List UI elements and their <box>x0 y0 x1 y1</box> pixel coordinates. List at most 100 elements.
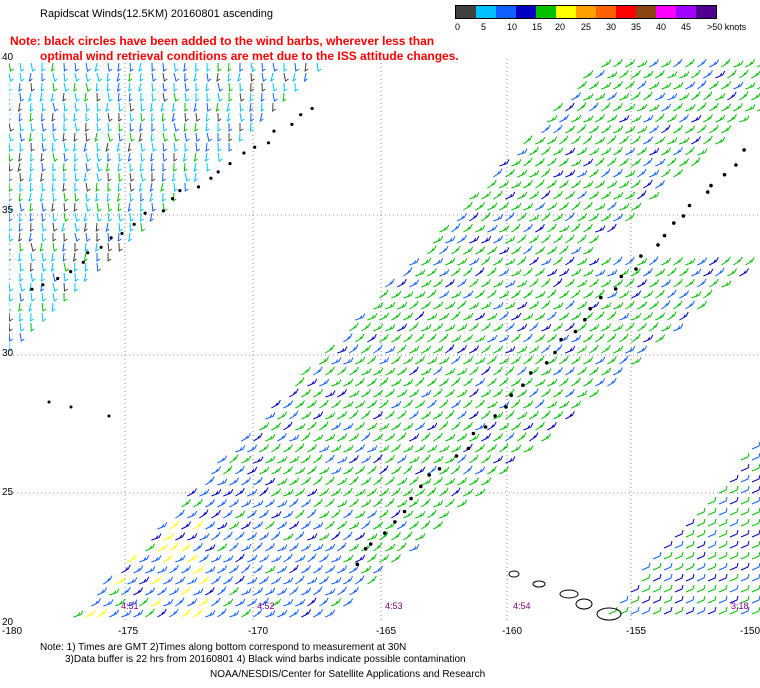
wind-barb <box>63 232 68 242</box>
wind-barb <box>325 588 336 596</box>
contamination-dot <box>290 122 294 126</box>
wind-barb <box>117 202 122 212</box>
wind-barb <box>385 410 395 420</box>
wind-barb <box>107 182 112 192</box>
wind-barb <box>433 388 443 398</box>
wind-barb <box>643 114 654 123</box>
wind-barb <box>652 584 662 593</box>
wind-barb <box>140 102 146 112</box>
wind-barb <box>649 147 660 156</box>
wind-barb <box>140 172 146 182</box>
wind-barb <box>52 102 59 112</box>
contamination-dot <box>634 267 638 271</box>
wind-barb <box>649 300 659 310</box>
wind-barb <box>259 112 264 123</box>
wind-barb <box>227 62 232 73</box>
wind-barb <box>481 301 492 310</box>
wind-barb <box>457 345 467 354</box>
wind-barb <box>51 202 56 213</box>
wind-barb <box>553 170 564 178</box>
wind-barb <box>149 182 154 193</box>
wind-barb <box>535 268 545 277</box>
wind-barb <box>541 168 551 178</box>
wind-barb <box>319 356 330 365</box>
wind-barb <box>409 300 419 310</box>
wind-barb <box>463 290 474 299</box>
wind-barb <box>217 608 227 618</box>
wind-barb <box>487 202 498 211</box>
wind-barb <box>235 487 245 497</box>
wind-barb <box>703 91 713 101</box>
wind-barb <box>655 92 666 101</box>
wind-barb <box>721 280 732 288</box>
wind-barb <box>349 565 359 574</box>
wind-barb <box>62 182 67 193</box>
wind-barb <box>601 367 612 376</box>
legend-label: 15 <box>532 22 543 32</box>
wind-barb <box>331 531 341 541</box>
wind-barb <box>83 222 88 233</box>
wind-barb <box>397 410 407 420</box>
wind-barb <box>277 544 288 552</box>
wind-barb <box>523 245 533 255</box>
wind-barb <box>729 562 739 571</box>
contamination-dot <box>393 520 397 524</box>
longitude-label: -180 <box>2 626 23 637</box>
wind-barb <box>205 521 216 530</box>
wind-barb <box>74 152 78 162</box>
wind-barb <box>415 269 426 277</box>
wind-barb <box>343 466 354 475</box>
wind-barb <box>343 401 354 409</box>
wind-barb <box>571 159 582 167</box>
wind-map-plot[interactable]: 4:51 4:52 4:53 4:54 3:18 <box>9 59 760 622</box>
wind-barb <box>740 507 750 516</box>
wind-barb <box>391 422 402 431</box>
wind-barb <box>96 253 101 262</box>
wind-barb <box>445 433 456 442</box>
wind-barb <box>541 124 551 134</box>
wind-barb <box>85 132 91 142</box>
wind-barb <box>559 312 570 321</box>
wind-barb <box>41 62 46 72</box>
wind-barb <box>157 521 168 530</box>
wind-barb <box>707 551 717 560</box>
wind-barb <box>493 455 504 464</box>
wind-barb <box>85 192 91 202</box>
wind-barb <box>355 466 366 475</box>
wind-barb <box>223 531 233 541</box>
wind-barb <box>421 454 431 464</box>
wind-barb <box>637 80 647 90</box>
wind-barb <box>403 488 414 497</box>
wind-barb <box>128 92 133 102</box>
wind-barb <box>379 488 390 497</box>
wind-barb <box>751 584 760 593</box>
wind-barb <box>283 82 288 92</box>
wind-barb <box>260 92 265 102</box>
wind-barb <box>109 588 120 596</box>
wind-barb <box>205 142 210 153</box>
wind-barb <box>9 253 12 262</box>
wind-barb <box>151 172 156 182</box>
wind-barb <box>30 312 34 322</box>
wind-barb <box>205 122 210 133</box>
wind-barb <box>499 334 510 343</box>
wind-barb <box>427 245 437 255</box>
wind-barb <box>355 313 366 321</box>
wind-barb <box>295 598 306 607</box>
wind-barb <box>239 82 244 92</box>
legend-swatch <box>536 6 556 18</box>
contamination-dot <box>143 211 147 215</box>
contamination-dot <box>368 542 373 546</box>
wind-barb <box>361 389 371 398</box>
wind-barb <box>173 122 180 132</box>
wind-barb <box>529 256 539 266</box>
wind-barb <box>373 323 384 332</box>
wind-barb <box>373 367 384 376</box>
wind-barb <box>129 212 134 222</box>
wind-barb <box>228 92 233 102</box>
wind-barb <box>211 466 222 475</box>
wind-barb <box>361 455 372 464</box>
wind-barb <box>95 242 100 253</box>
wind-barb <box>50 92 55 103</box>
wind-barb <box>325 476 335 486</box>
